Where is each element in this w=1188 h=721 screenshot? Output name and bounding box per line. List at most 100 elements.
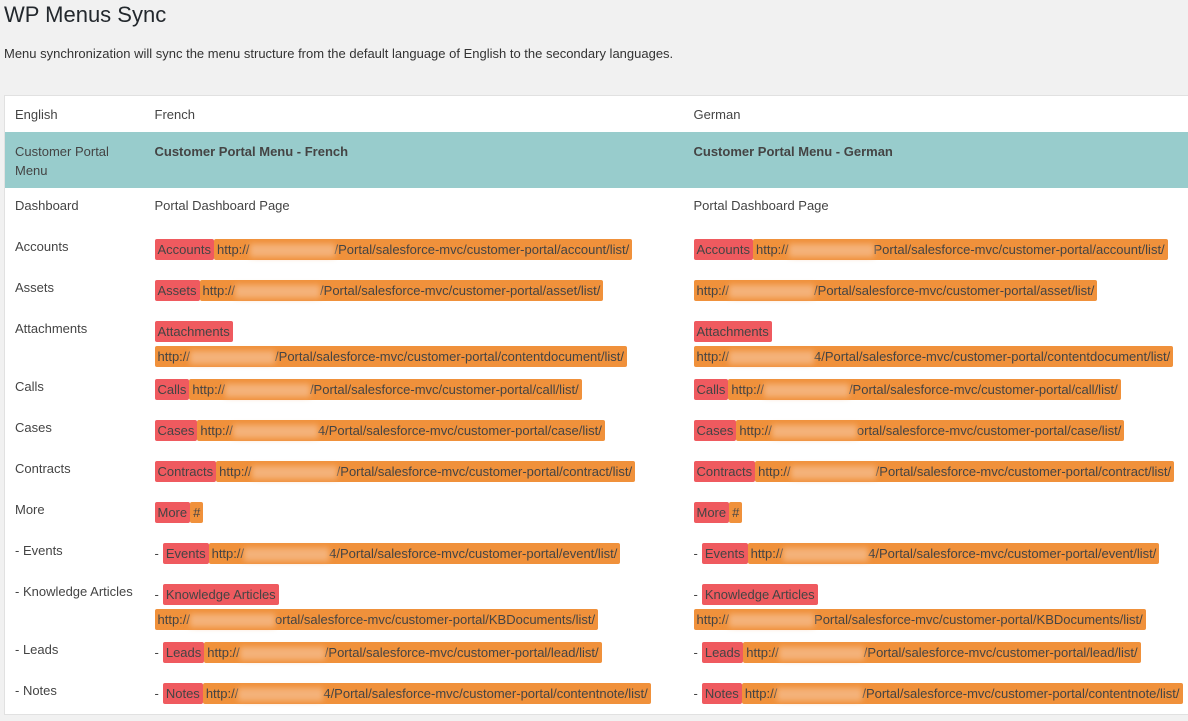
url: http:// 4/Portal/salesforce-mvc/customer-…: [693, 346, 1174, 367]
url-start: http://: [200, 423, 233, 438]
redacted: [190, 614, 276, 628]
french-item: - Knowledge Articles http:// ortal/salesfor…: [145, 574, 684, 632]
url-start: http://: [192, 382, 225, 397]
prefix: -: [693, 587, 698, 602]
item-tag: Accounts: [693, 239, 753, 260]
german-item: http:// /Portal/salesforce-mvc/customer-p…: [684, 270, 1188, 311]
french-item: Cases http:// 4/Portal/salesforce-mvc/cust…: [145, 410, 684, 451]
url-start: http://: [157, 349, 191, 364]
item-tag: Notes: [701, 683, 742, 704]
url-start: http://: [211, 546, 245, 561]
redacted: [788, 244, 874, 258]
url-end: 4/Portal/salesforce-mvc/customer-portal/…: [868, 546, 1157, 561]
item-tag: Knowledge Articles: [701, 584, 818, 605]
url-end: /Portal/salesforce-mvc/customer-portal/a…: [334, 242, 630, 257]
english-item: Dashboard: [15, 198, 79, 213]
french-item: Attachments http:// /Portal/salesforce-mvc…: [145, 311, 684, 369]
url: http:// /Portal/salesforce-mvc/customer-p…: [154, 346, 627, 367]
item-tag: Leads: [701, 642, 744, 663]
column-header: English: [15, 107, 58, 122]
url-end: ortal/salesforce-mvc/customer-portal/cas…: [856, 423, 1122, 438]
header-row: English French German: [5, 96, 1188, 133]
url-end: /Portal/salesforce-mvc/customer-portal/l…: [863, 645, 1138, 660]
redacted: [239, 647, 325, 661]
german-item: Contracts http:// /Portal/salesforce-mvc/c…: [684, 451, 1188, 492]
redacted: [777, 688, 863, 702]
prefix: -: [693, 645, 698, 660]
french-item: Portal Dashboard Page: [145, 188, 684, 229]
url-end: /Portal/salesforce-mvc/customer-portal/c…: [875, 464, 1172, 479]
item-tag: Attachments: [693, 321, 772, 342]
url: http:// /Portal/salesforce-mvc/customer-p…: [743, 642, 1141, 663]
group-english: Customer Portal Menu: [4, 132, 145, 188]
url-end: 4/Portal/salesforce-mvc/customer-portal/…: [317, 423, 602, 438]
url: http:// /Portal/salesforce-mvc/customer-p…: [741, 683, 1183, 704]
english-item: More: [15, 502, 45, 517]
item-tag: More: [154, 502, 191, 523]
url: http:// Portal/salesforce-mvc/customer-po…: [693, 609, 1146, 630]
redacted: [232, 425, 318, 439]
prefix: -: [154, 686, 159, 701]
redacted: [729, 614, 815, 628]
url: http:// /Portal/salesforce-mvc/customer-p…: [199, 280, 604, 301]
french-item: - Notes http:// 4/Portal/salesforce-mvc/cus…: [145, 673, 684, 715]
item-tag: Attachments: [154, 321, 233, 342]
redacted: [235, 285, 321, 299]
url-end: /Portal/salesforce-mvc/customer-portal/a…: [320, 283, 601, 298]
french-item: More #: [145, 492, 684, 533]
url: http:// /Portal/salesforce-mvc/customer-p…: [189, 379, 582, 400]
menu-row: - Events - Events http://4/Portal/salesforc…: [5, 533, 1188, 574]
german-item: - Notes http:// /Portal/salesforce-mvc/cust…: [684, 673, 1188, 715]
url-start: http://: [157, 612, 191, 627]
url-start: http://: [739, 423, 772, 438]
url-start: http://: [205, 686, 239, 701]
item-tag: Contracts: [693, 461, 756, 482]
group-french: Customer Portal Menu - French: [144, 132, 684, 188]
menu-row: Dashboard Portal Dashboard Page Portal Das…: [5, 188, 1188, 229]
redacted: [763, 384, 849, 398]
url-end: 4/Portal/salesforce-mvc/customer-portal/…: [814, 349, 1171, 364]
url: #: [729, 502, 743, 523]
german-item: - Knowledge Articles http:// Portal/salesfo…: [684, 574, 1188, 632]
english-item: Attachments: [15, 321, 88, 336]
redacted: [251, 466, 337, 480]
redacted: [771, 425, 857, 439]
menu-row: Contracts Contracts http:///Portal/salesfo…: [5, 451, 1188, 492]
menu-row: More More # More #: [5, 492, 1188, 533]
english-item: Cases: [15, 420, 52, 435]
german-item: Accounts http:// Portal/salesforce-mvc/cus…: [684, 229, 1188, 270]
column-header: French: [154, 107, 195, 122]
french-item: - Events http:// 4/Portal/salesforce-mvc/cu…: [145, 533, 684, 574]
url-end: 4/Portal/salesforce-mvc/customer-portal/…: [329, 546, 618, 561]
url-end: /Portal/salesforce-mvc/customer-portal/l…: [324, 645, 599, 660]
url: http:// ortal/salesforce-mvc/customer-por…: [154, 609, 599, 630]
item-tag: Accounts: [154, 239, 214, 260]
url: http:// ortal/salesforce-mvc/customer-por…: [736, 420, 1125, 441]
url-end: 4/Portal/salesforce-mvc/customer-portal/…: [323, 686, 648, 701]
french-item: - Leads http:// /Portal/salesforce-mvc/cust…: [145, 632, 684, 673]
item-tag: Cases: [693, 420, 737, 441]
menu-table: English French German Customer Portal Me…: [4, 95, 1188, 715]
url: http:// Portal/salesforce-mvc/customer-po…: [752, 239, 1168, 260]
page-name: Portal Dashboard Page: [154, 198, 290, 213]
redacted: [783, 548, 869, 562]
french-item: Accounts http:// /Portal/salesforce-mvc/cu…: [145, 229, 684, 270]
english-item: Accounts: [15, 239, 69, 254]
url-start: http://: [750, 546, 784, 561]
item-tag: Calls: [693, 379, 729, 400]
url-start: http://: [207, 645, 240, 660]
item-tag: More: [693, 502, 730, 523]
url-start: http://: [744, 686, 778, 701]
url-end: Portal/salesforce-mvc/customer-portal/KB…: [814, 612, 1143, 627]
url: http:// /Portal/salesforce-mvc/customer-p…: [755, 461, 1175, 482]
item-tag: Knowledge Articles: [162, 584, 279, 605]
redacted: [778, 647, 864, 661]
url: http:// 4/Portal/salesforce-mvc/customer-…: [208, 543, 621, 564]
column-header: German: [693, 107, 741, 122]
prefix: -: [154, 546, 159, 561]
redacted: [729, 351, 815, 365]
url-end: /Portal/salesforce-mvc/customer-portal/c…: [336, 464, 633, 479]
english-item: - Knowledge Articles: [15, 584, 133, 599]
menu-row: - Notes - Notes http://4/Portal/salesforce-…: [5, 673, 1188, 715]
